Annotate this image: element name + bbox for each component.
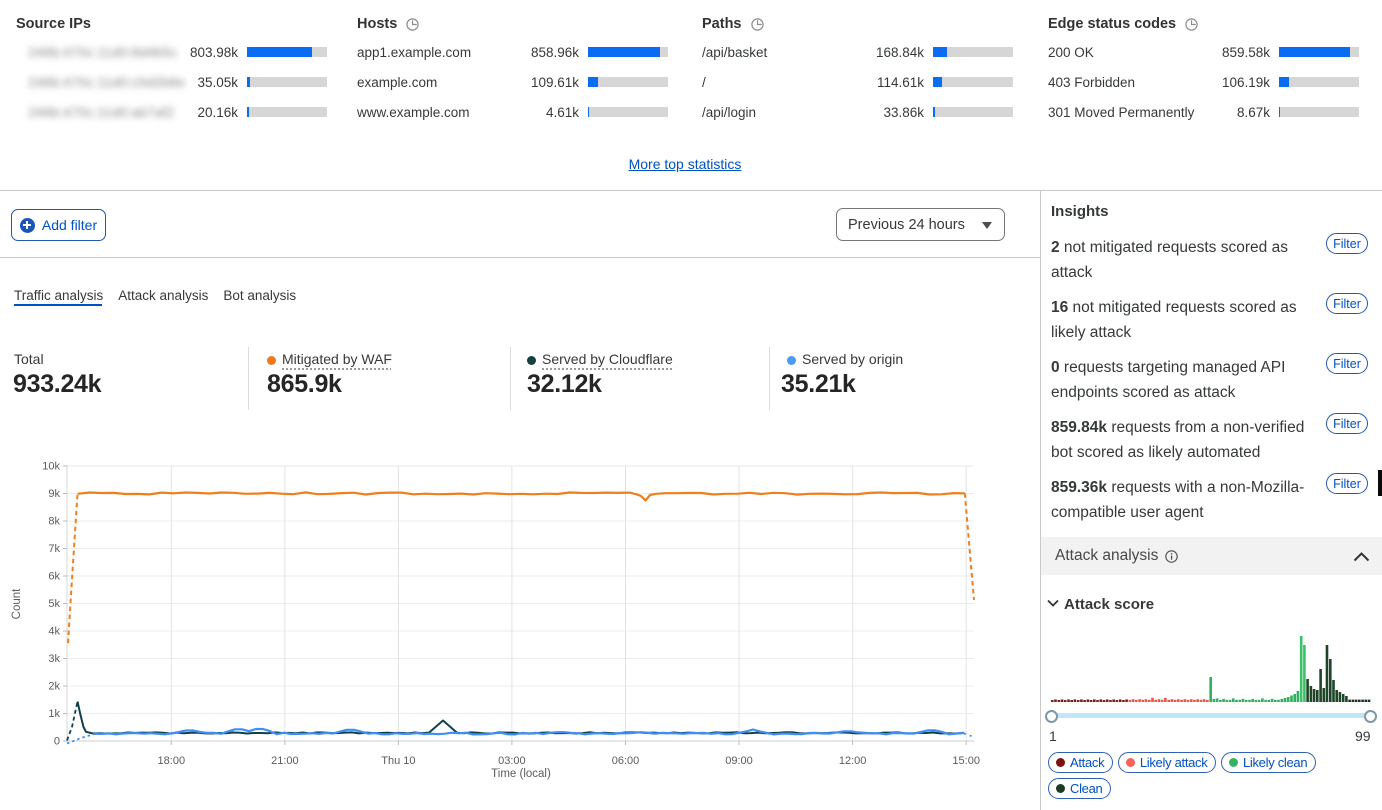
svg-text:18:00: 18:00 bbox=[158, 755, 186, 767]
svg-text:4k: 4k bbox=[48, 626, 60, 638]
svg-text:06:00: 06:00 bbox=[612, 755, 640, 767]
svg-text:3k: 3k bbox=[48, 653, 60, 665]
svg-text:21:00: 21:00 bbox=[271, 755, 299, 767]
svg-text:09:00: 09:00 bbox=[725, 755, 753, 767]
svg-text:0: 0 bbox=[54, 736, 60, 748]
svg-text:1k: 1k bbox=[48, 708, 60, 720]
svg-text:Thu 10: Thu 10 bbox=[381, 755, 415, 767]
svg-text:15:00: 15:00 bbox=[952, 755, 980, 767]
svg-text:03:00: 03:00 bbox=[498, 755, 526, 767]
svg-text:5k: 5k bbox=[48, 598, 60, 610]
svg-text:7k: 7k bbox=[48, 543, 60, 555]
svg-text:9k: 9k bbox=[48, 488, 60, 500]
svg-text:Count: Count bbox=[11, 588, 23, 619]
svg-text:8k: 8k bbox=[48, 516, 60, 528]
svg-text:6k: 6k bbox=[48, 571, 60, 583]
svg-text:10k: 10k bbox=[42, 461, 60, 473]
svg-text:12:00: 12:00 bbox=[839, 755, 867, 767]
svg-text:Time (local): Time (local) bbox=[491, 768, 551, 780]
svg-text:2k: 2k bbox=[48, 681, 60, 693]
